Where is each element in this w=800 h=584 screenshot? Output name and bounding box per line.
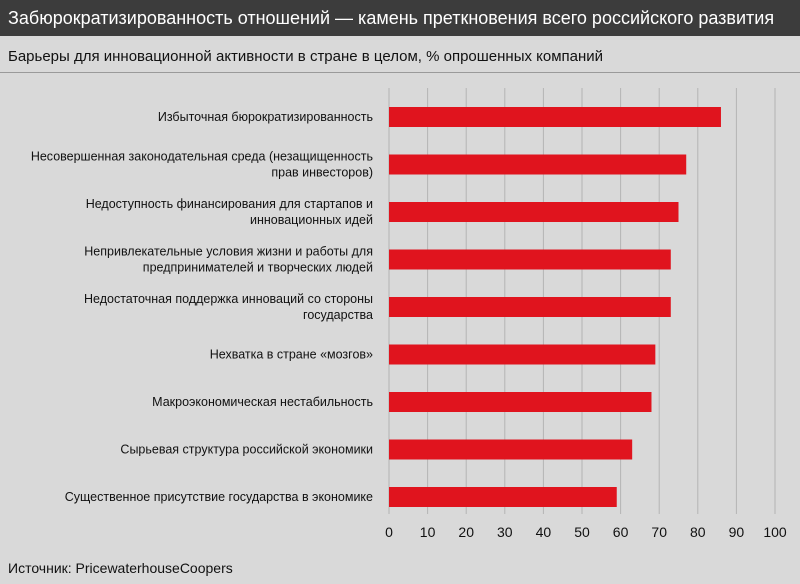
bar	[389, 392, 652, 412]
x-tick-label: 60	[613, 524, 629, 540]
bar	[389, 154, 687, 175]
chart-title-bar: Забюрократизированность отношений — каме…	[0, 0, 800, 36]
chart-subtitle: Барьеры для инновационной активности в с…	[8, 48, 604, 65]
category-label: Избыточная бюрократизированность	[158, 110, 373, 124]
x-tick-label: 70	[651, 524, 667, 540]
x-tick-label: 30	[497, 524, 513, 540]
category-label: государства	[303, 308, 373, 322]
category-label: Сырьевая структура российской экономики	[120, 443, 373, 457]
category-label: Макроэкономическая нестабильность	[152, 395, 373, 409]
category-label: инновационных идей	[250, 213, 373, 227]
x-tick-label: 10	[420, 524, 436, 540]
x-tick-label: 50	[574, 524, 590, 540]
bar	[389, 249, 671, 270]
category-label: Непривлекательные условия жизни и работы…	[84, 245, 373, 259]
divider	[0, 72, 800, 73]
category-label: прав инвесторов)	[271, 166, 373, 180]
source-note: Источник: PricewaterhouseCoopers	[8, 560, 233, 576]
bar	[389, 344, 656, 365]
bar	[389, 439, 633, 460]
bar	[389, 487, 617, 507]
category-label: Нехватка в стране «мозгов»	[210, 348, 373, 362]
x-tick-label: 20	[458, 524, 474, 540]
x-tick-label: 40	[536, 524, 552, 540]
x-tick-label: 100	[763, 524, 787, 540]
bar	[389, 297, 671, 317]
category-label: Несовершенная законодательная среда (нез…	[31, 150, 373, 164]
category-label: Недостаточная поддержка инноваций со сто…	[84, 292, 373, 306]
x-tick-label: 80	[690, 524, 706, 540]
bar	[389, 202, 679, 222]
category-label: предпринимателей и творческих людей	[143, 261, 373, 275]
chart-title: Забюрократизированность отношений — каме…	[8, 8, 775, 28]
category-label: Недоступность финансирования для стартап…	[86, 197, 373, 211]
category-label: Существенное присутствие государства в э…	[65, 490, 373, 504]
bar	[389, 107, 721, 127]
x-tick-label: 0	[385, 524, 393, 540]
x-tick-label: 90	[729, 524, 745, 540]
